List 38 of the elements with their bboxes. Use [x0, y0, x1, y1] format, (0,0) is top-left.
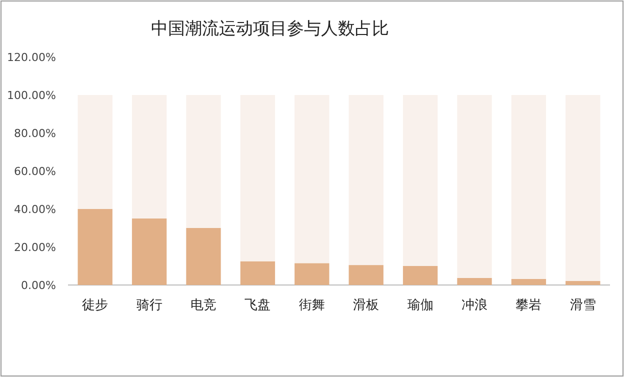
x-tick-label: 飞盘 — [244, 298, 271, 313]
bar — [402, 266, 438, 285]
bar — [132, 95, 167, 218]
bar — [186, 228, 221, 285]
x-tick-label: 冲浪 — [462, 297, 488, 313]
bar — [240, 95, 276, 262]
bar — [78, 209, 112, 285]
x-tick-label: 骑行 — [136, 298, 162, 313]
bar — [566, 95, 600, 282]
x-tick-label: 瑜伽 — [407, 298, 434, 313]
x-tick-label: 滑板 — [353, 298, 380, 313]
x-tick-label: 徒步 — [82, 298, 108, 313]
bar — [132, 218, 167, 285]
bar — [566, 281, 600, 285]
bar — [457, 278, 492, 285]
bar — [78, 95, 112, 209]
y-tick-label: 0.00% — [21, 279, 56, 292]
x-tick-label: 电竞 — [190, 298, 216, 313]
x-tick-label: 街舞 — [298, 298, 325, 313]
bar — [402, 95, 438, 266]
y-tick-label: 120.00% — [7, 51, 56, 64]
bar — [348, 95, 384, 266]
bar — [240, 261, 276, 285]
bar — [348, 265, 384, 285]
bar — [511, 95, 546, 279]
x-tick-label: 攀岩 — [516, 298, 542, 313]
bar — [186, 95, 221, 228]
x-tick-label: 滑雪 — [570, 298, 596, 313]
y-tick-label: 40.00% — [14, 203, 56, 216]
bar — [294, 95, 330, 264]
y-tick-label: 60.00% — [14, 165, 56, 178]
bar — [294, 263, 330, 285]
y-tick-label: 100.00% — [7, 89, 56, 102]
chart-title: 中国潮流运动项目参与人数占比 — [151, 19, 389, 39]
bar — [457, 95, 492, 278]
y-tick-label: 20.00% — [14, 241, 56, 254]
bar — [511, 278, 546, 285]
y-tick-label: 80.00% — [14, 127, 56, 140]
